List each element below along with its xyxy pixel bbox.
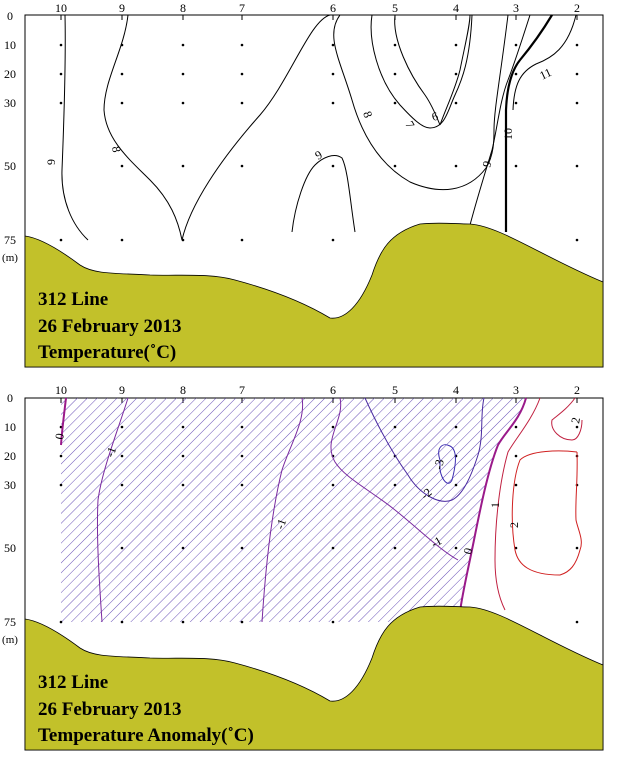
station-label: 2 [574,383,580,397]
seafloor-land [24,222,604,368]
contour-line-minus3 [438,444,456,484]
station-label: 10 [55,1,67,15]
contour-line-9-right [469,14,531,226]
station-label: 8 [180,1,186,15]
title-line: Temperature Anomaly(˚C) [38,725,254,746]
contour-line-minus1-left [96,397,129,623]
station-label: 6 [330,383,336,397]
depth-label: 50 [4,159,16,173]
contour-label: 10 [501,128,515,140]
station-label: 4 [453,383,459,397]
contour-line-6b [439,14,471,126]
anomaly-panel: 10 9 8 7 6 5 4 3 2 0 10 20 30 50 75 (m) [2,383,604,751]
station-label: 5 [392,383,398,397]
title-line: 312 Line [38,672,108,693]
depth-label: 30 [4,478,16,492]
contour-line-7 [370,14,473,129]
depth-label: 75 [4,615,16,629]
station-label: 9 [119,383,125,397]
contour-line-10 [504,14,553,232]
station-label: 7 [239,383,245,397]
contour-label: 11 [537,65,553,83]
contour-label: 0 [52,432,67,440]
station-label: 9 [119,1,125,15]
title-line: Temperature(˚C) [38,342,176,363]
contour-line-minus2 [364,397,485,502]
contour-label: 2 [568,416,583,424]
contour-line-minus1-right [330,397,459,561]
depth-unit: (m) [2,634,18,646]
contour-label: -3 [431,458,447,470]
depth-label: 0 [7,391,13,405]
station-label: 6 [330,1,336,15]
depth-label: 0 [7,9,13,23]
title-line: 312 Line [38,289,108,310]
contour-label: 1 [488,502,502,508]
depth-label: 20 [4,449,16,463]
title-line: 26 February 2013 [38,699,182,720]
depth-label: 30 [4,96,16,110]
depth-label: 10 [4,38,16,52]
contour-line-8-left [103,14,331,241]
contour-line-plus1 [494,397,541,611]
contour-label: -1 [103,445,120,459]
depth-label: 20 [4,67,16,81]
contour-label: 8 [360,109,375,119]
depth-label: 50 [4,541,16,555]
station-label: 7 [239,1,245,15]
station-label: 5 [392,1,398,15]
contour-line-9-left [61,14,89,241]
contour-line-6 [394,14,441,126]
contour-label: -1 [273,517,290,531]
depth-unit: (m) [2,252,18,264]
negative-anomaly-hatch [61,398,525,622]
title-line: 26 February 2013 [38,316,182,337]
contour-line-zero-left [60,397,67,446]
contour-label: 0 [460,546,475,555]
contour-line-minus1-mid [261,397,304,623]
contour-label: 9 [479,159,494,168]
contour-line-8-right [333,14,509,191]
contour-line-11 [512,14,577,111]
contour-line-zero-right [459,397,527,613]
contour-label: 6 [430,109,439,124]
contour-line-plus2 [511,450,582,576]
seafloor-land [24,605,604,751]
station-label: 3 [513,1,519,15]
station-label: 8 [180,383,186,397]
station-label: 3 [513,383,519,397]
contour-line-plus2-upper [551,397,583,441]
depth-label: 75 [4,233,16,247]
temperature-panel: 10 9 8 7 6 5 4 3 2 0 10 20 30 50 75 (m) [2,1,604,368]
contour-label: 9 [44,159,58,165]
contour-label: 2 [507,522,521,528]
sample-points [59,43,579,242]
contour-label: 8 [109,145,124,153]
station-label: 4 [453,1,459,15]
depth-label: 10 [4,420,16,434]
station-label: 2 [574,1,580,15]
contour-line-9-mid [291,155,356,233]
station-label: 10 [55,383,67,397]
